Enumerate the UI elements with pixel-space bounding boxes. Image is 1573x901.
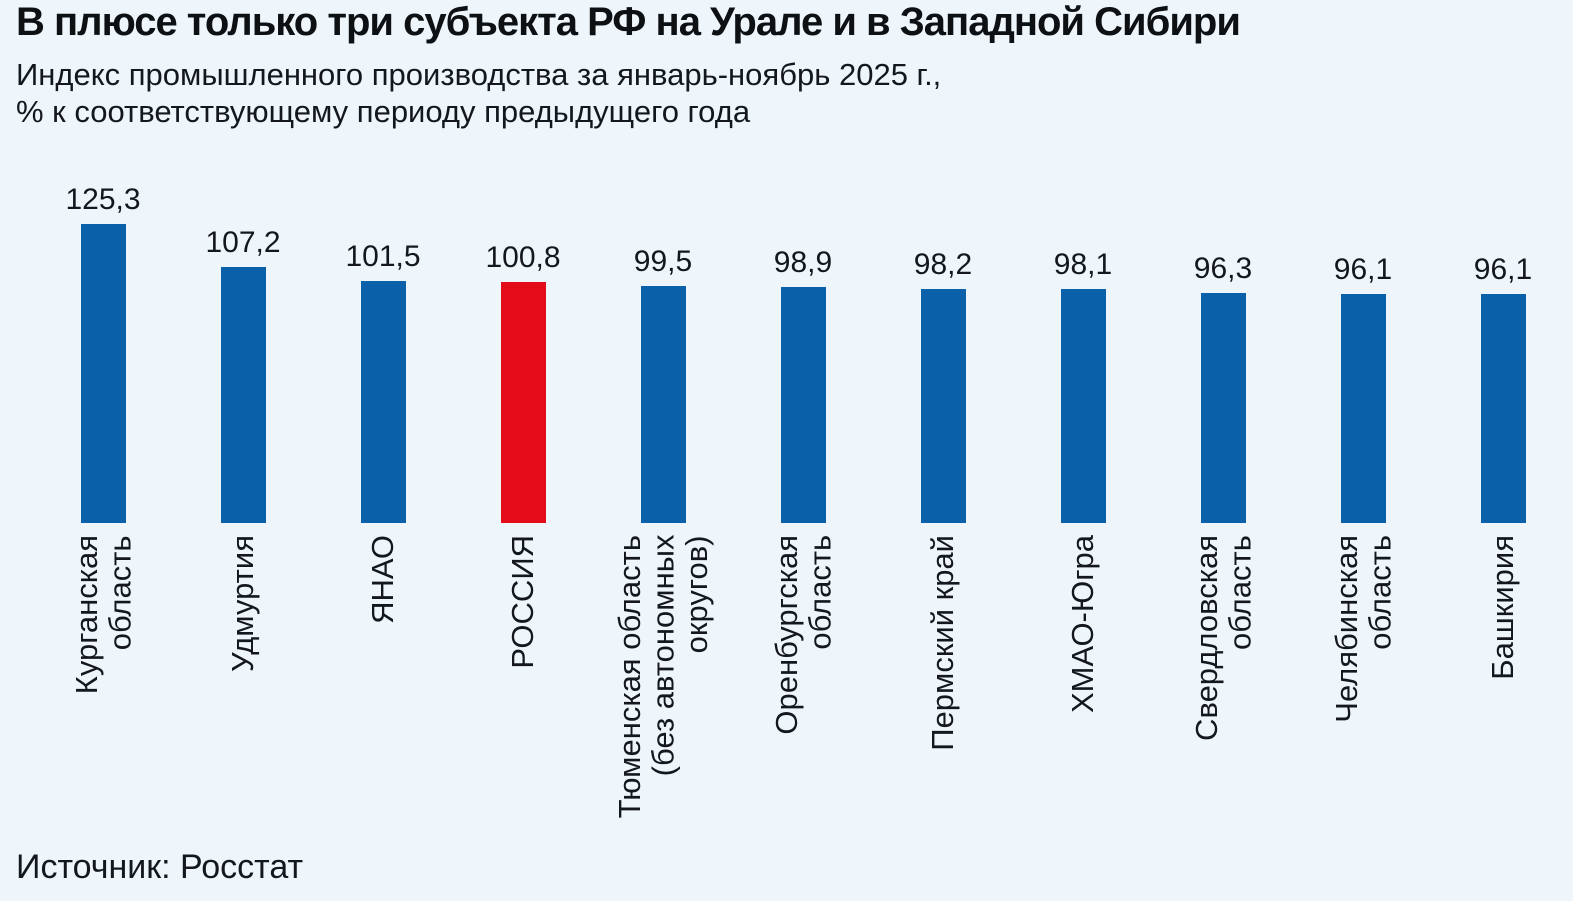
bar-value-label: 98,2 [913, 248, 973, 281]
bar-area: 125,3 [33, 165, 173, 523]
bar [1200, 293, 1246, 523]
bar-category-label: Оренбургская область [768, 535, 837, 735]
bar-category-label: ХМАО-Югра [1065, 535, 1101, 714]
category-label-area: Удмуртия [173, 523, 313, 868]
bar [80, 224, 126, 523]
chart-title: В плюсе только три субъекта РФ на Урале … [16, 0, 1241, 44]
bar-value-label: 125,3 [65, 183, 141, 216]
bar-category-label: Тюменская область (без автономных округо… [611, 535, 714, 819]
bar-column: 125,3 Курганская область [33, 165, 173, 868]
bar [920, 289, 966, 523]
bar-column: 96,1 Башкирия [1433, 165, 1573, 868]
subtitle-line-1: Индекс промышленного производства за янв… [16, 57, 942, 92]
bar-value-label: 101,5 [345, 240, 421, 273]
bar-area: 98,9 [733, 165, 873, 523]
bar-area: 100,8 [453, 165, 593, 523]
bar [780, 287, 826, 523]
source-note: Источник: Росстат [16, 848, 304, 886]
bar-category-label: Курганская область [68, 535, 137, 695]
category-label-area: Свердловская область [1153, 523, 1293, 868]
category-label-area: Курганская область [33, 523, 173, 868]
category-label-area: Башкирия [1433, 523, 1573, 868]
bar-value-label: 100,8 [485, 241, 561, 274]
bar-category-label: Удмуртия [225, 535, 261, 673]
bar-column: 101,5 ЯНАО [313, 165, 453, 868]
bar-highlighted [500, 282, 546, 523]
bar [220, 267, 266, 523]
bar-category-label: Пермский край [925, 535, 961, 751]
bar-column: 98,2 Пермский край [873, 165, 1013, 868]
bar-column: 99,5 Тюменская область (без автономных ок… [593, 165, 733, 868]
subtitle-line-2: % к соответствующему периоду предыдущего… [16, 94, 751, 130]
bar-column: 100,8 РОССИЯ [453, 165, 593, 868]
category-label-area: Тюменская область (без автономных округо… [593, 523, 733, 868]
bar-area: 98,2 [873, 165, 1013, 523]
bar-column: 98,9 Оренбургская область [733, 165, 873, 868]
category-label-area: РОССИЯ [453, 523, 593, 868]
bar-column: 107,2 Удмуртия [173, 165, 313, 868]
bar-category-label: Челябинская область [1328, 535, 1397, 723]
bar-column: 96,1 Челябинская область [1293, 165, 1433, 868]
bar-area: 96,1 [1293, 165, 1433, 523]
bar [640, 286, 686, 523]
bar-value-label: 99,5 [633, 245, 693, 278]
chart-subtitle: Индекс промышленного производства за янв… [16, 56, 941, 130]
bar-chart: 125,3 Курганская область 107,2 Удмуртия 101,… [33, 165, 1573, 868]
bar [1340, 294, 1386, 523]
bar-value-label: 96,1 [1333, 253, 1393, 286]
bar-category-label: Башкирия [1485, 535, 1521, 680]
bar-value-label: 107,2 [205, 226, 281, 259]
category-label-area: Челябинская область [1293, 523, 1433, 868]
category-label-area: Оренбургская область [733, 523, 873, 868]
bar-category-label: ЯНАО [365, 535, 401, 624]
bar [1480, 294, 1526, 523]
category-label-area: Пермский край [873, 523, 1013, 868]
bar-value-label: 96,3 [1193, 252, 1253, 285]
bar-column: 96,3 Свердловская область [1153, 165, 1293, 868]
bar-value-label: 96,1 [1473, 253, 1533, 286]
category-label-area: ХМАО-Югра [1013, 523, 1153, 868]
bar [360, 281, 406, 523]
bar-category-label: РОССИЯ [505, 535, 541, 669]
bar-value-label: 98,9 [773, 246, 833, 279]
bar-column: 98,1 ХМАО-Югра [1013, 165, 1153, 868]
bar-area: 107,2 [173, 165, 313, 523]
bar [1060, 289, 1106, 523]
bar-value-label: 98,1 [1053, 248, 1113, 281]
category-label-area: ЯНАО [313, 523, 453, 868]
bar-area: 99,5 [593, 165, 733, 523]
bar-category-label: Свердловская область [1188, 535, 1257, 741]
bar-area: 98,1 [1013, 165, 1153, 523]
bar-area: 96,3 [1153, 165, 1293, 523]
bar-area: 96,1 [1433, 165, 1573, 523]
bar-area: 101,5 [313, 165, 453, 523]
